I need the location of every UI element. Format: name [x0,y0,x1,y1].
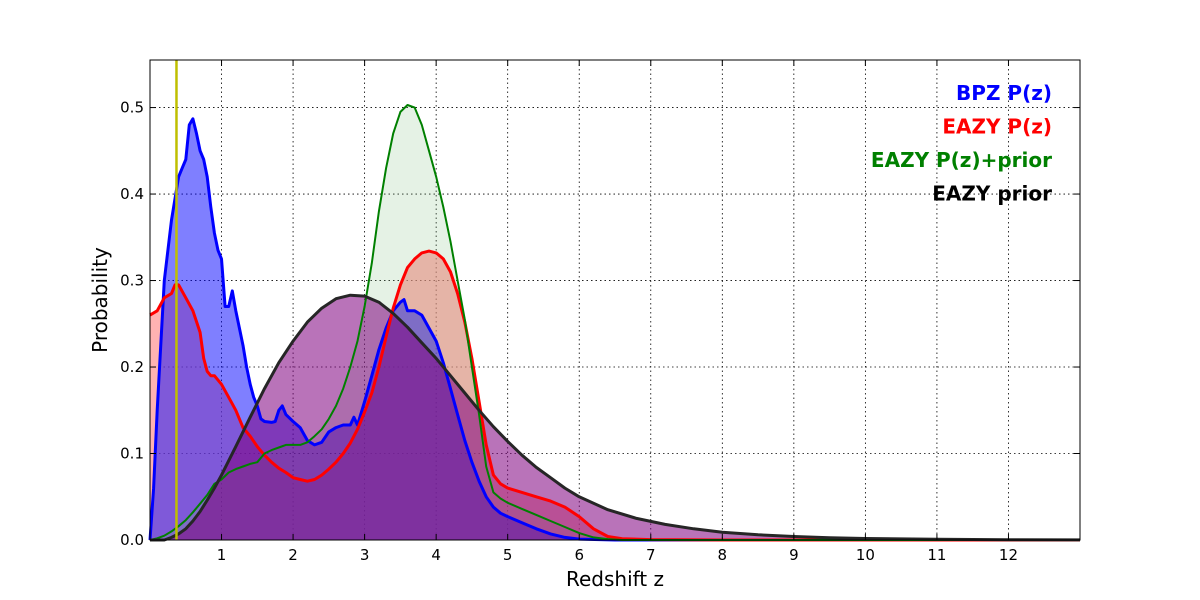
x-tick-label: 10 [856,546,875,564]
legend: BPZ P(z) EAZY P(z) EAZY P(z)+prior EAZY pri… [871,81,1052,206]
y-tick-label: 0.2 [120,358,144,376]
series-line-bpz-p-z [148,117,1080,542]
series-line-eazy-p-z [149,249,1080,542]
x-tick-label: 9 [789,546,799,564]
legend-entry-eazy-p-z-prior: EAZY P(z)+prior [871,148,1052,172]
y-tick-label: 0.4 [120,185,144,203]
x-tick-label: 3 [360,546,370,564]
plot-frame [149,59,1081,541]
legend-entry-bpz-p-z: BPZ P(z) [956,81,1052,105]
x-tick-label: 6 [574,546,584,564]
series-line-eazy-prior [150,293,1081,542]
x-tick-label: 1 [217,546,227,564]
x-tick-label: 7 [646,546,656,564]
y-tick-label: 0.3 [120,272,144,290]
legend-entry-eazy-p-z: EAZY P(z) [942,115,1052,139]
x-tick-label: 8 [718,546,728,564]
x-tick-label: 4 [431,546,441,564]
x-tick-label: 12 [999,546,1018,564]
y-tick-label: 0.0 [120,531,144,549]
y-tick-label: 0.5 [120,99,144,117]
x-tick-label: 11 [927,546,946,564]
x-tick-label: 2 [288,546,298,564]
x-axis-label: Redshift z [566,567,664,591]
legend-entry-eazy-prior: EAZY prior [932,182,1052,206]
x-tick-label: 5 [503,546,513,564]
line-layer [148,104,1081,542]
y-axis-label: Probability [88,247,112,353]
y-tick-label: 0.1 [120,445,144,463]
tick-layer: 1 2 3 4 5 6 7 8 9 10 11 120.00.10.20.30.40.5 [120,60,1080,564]
